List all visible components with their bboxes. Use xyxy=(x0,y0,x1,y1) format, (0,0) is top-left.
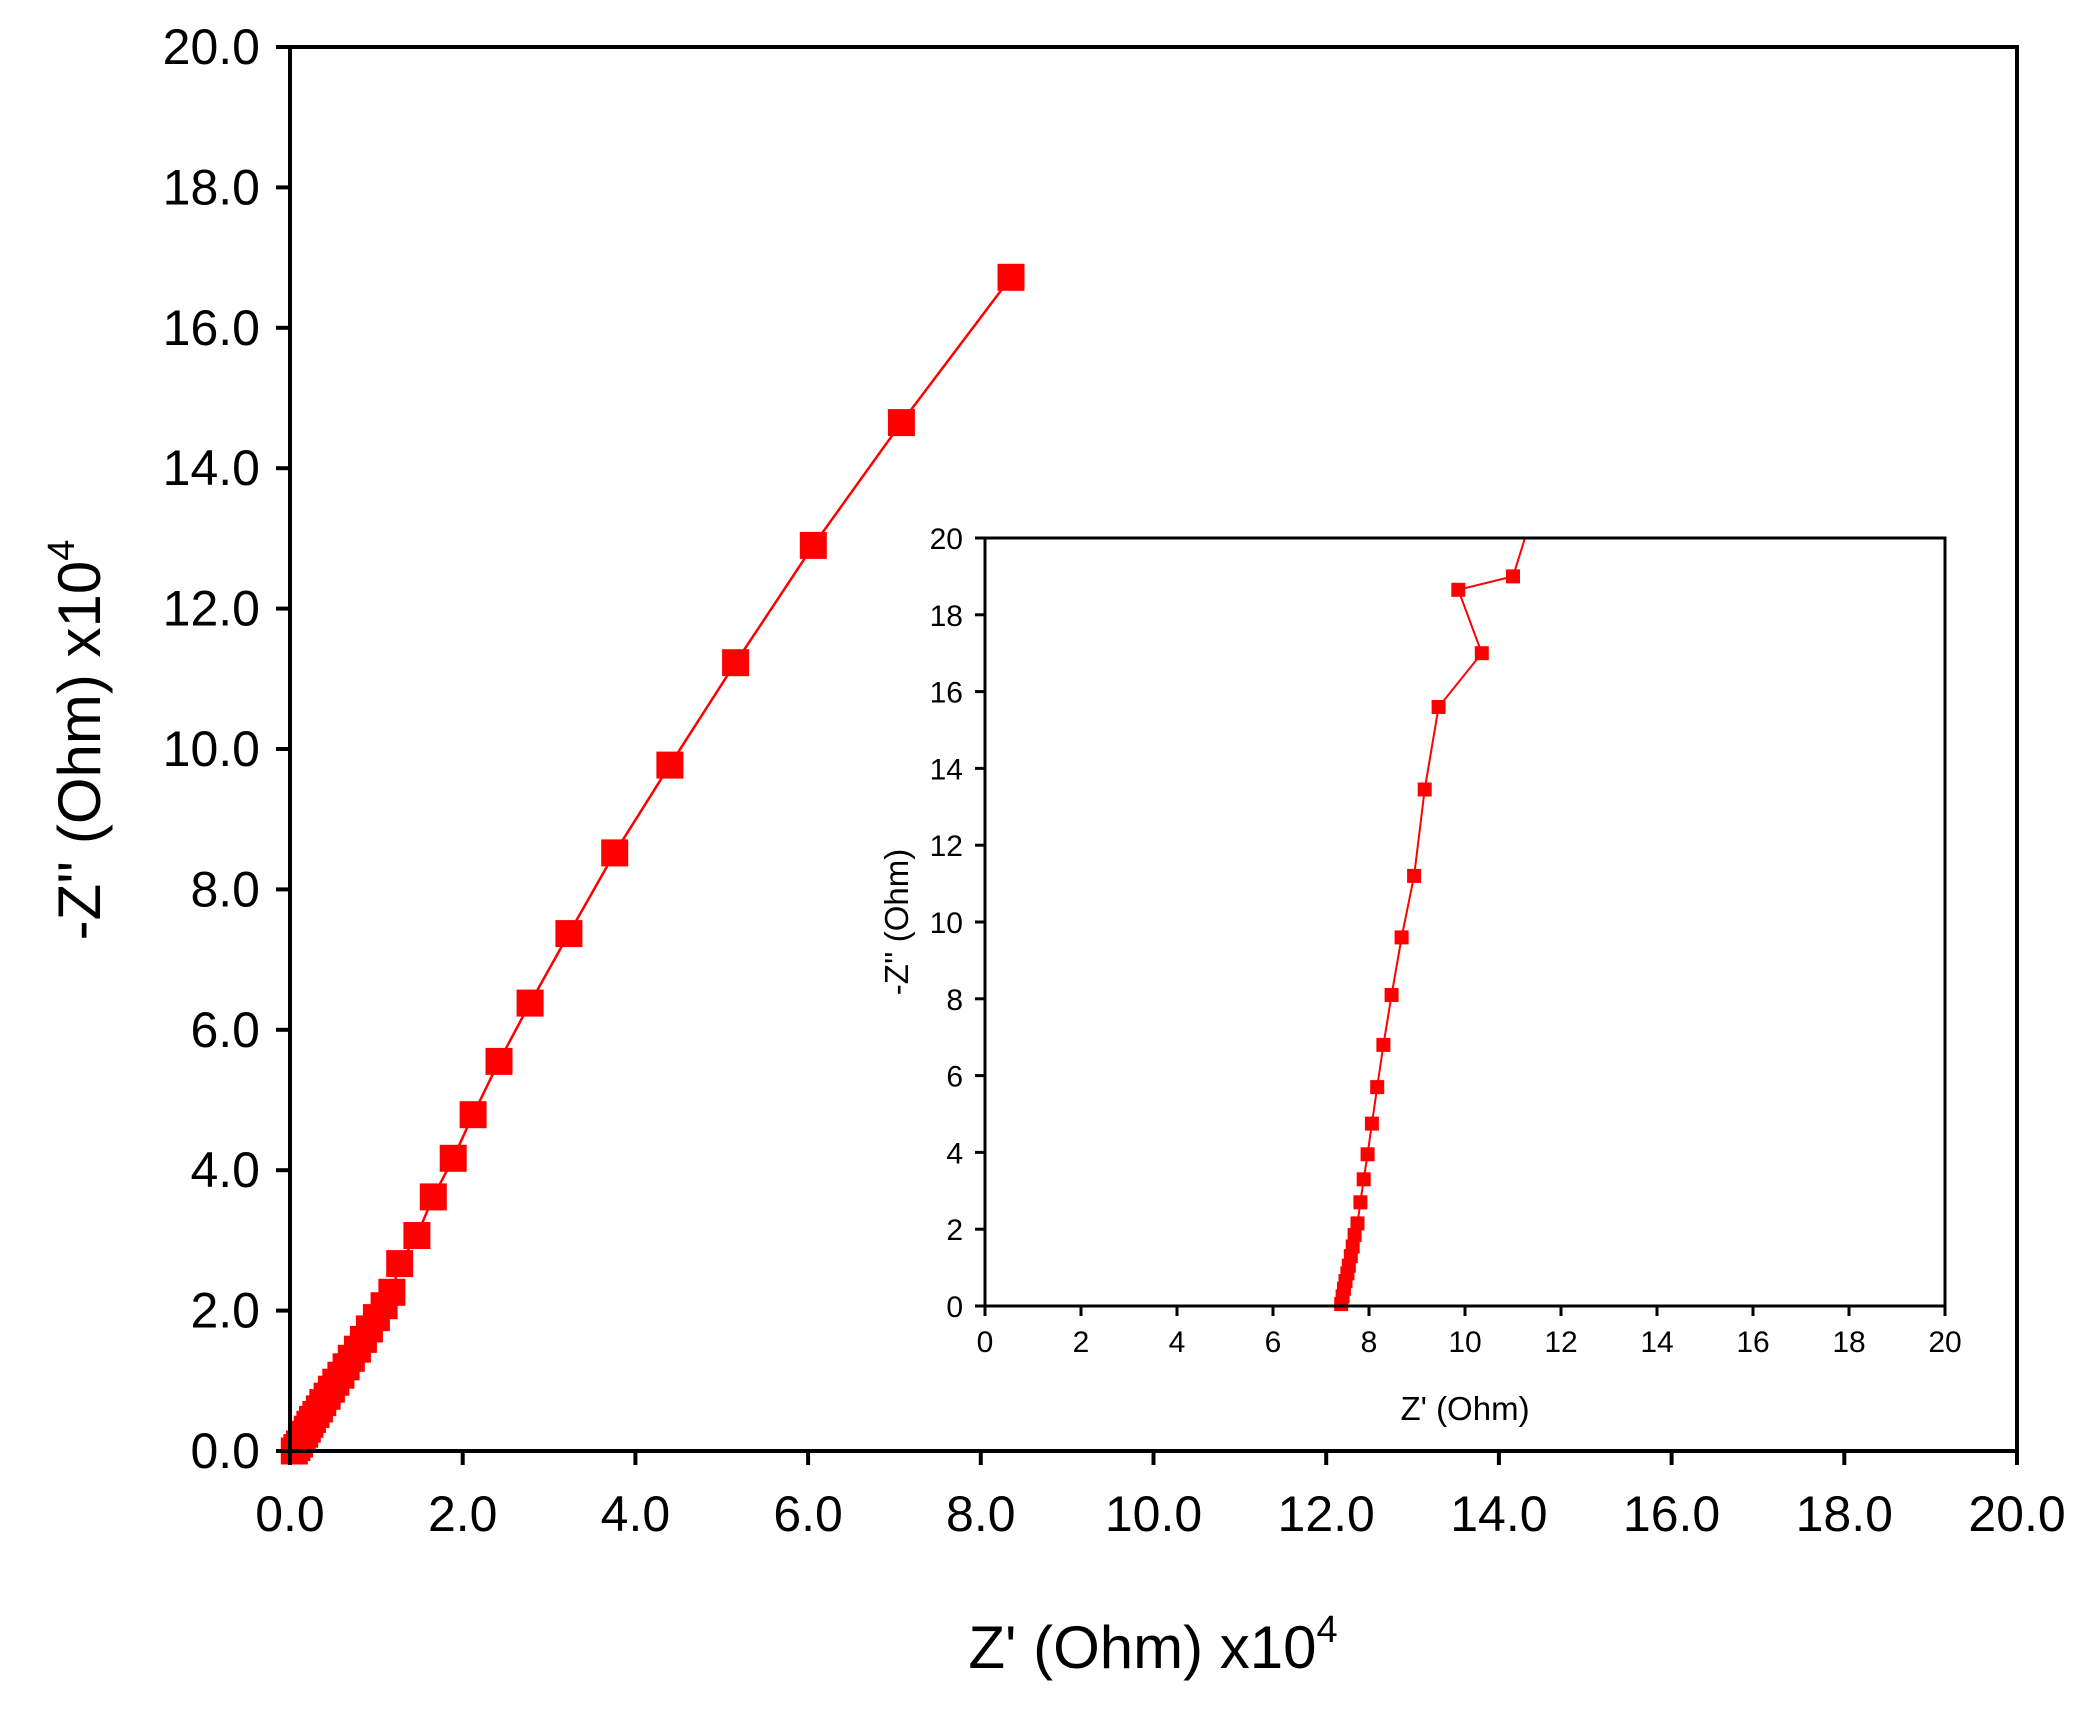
main-y-tick-label: 2.0 xyxy=(190,1283,260,1339)
inset-data-point xyxy=(1356,1172,1371,1187)
main-x-tick-label: 16.0 xyxy=(1623,1486,1720,1542)
main-x-axis: 0.0 2.0 4.0 6.0 8.0 10.0 12.0 14.0 16.0 18.0 20.0 xyxy=(255,1451,2066,1542)
main-y-tick-label: 18.0 xyxy=(163,159,260,215)
inset-x-tick-label: 4 xyxy=(1169,1326,1186,1359)
inset-x-tick-label: 2 xyxy=(1073,1326,1090,1359)
inset-plot: 0 2 4 6 8 10 12 14 16 18 20 0 2 4 6 8 10 12 14 16 18 20 Z' (… xyxy=(878,523,1962,1427)
inset-y-tick-label: 20 xyxy=(930,523,963,556)
main-data-point xyxy=(485,1047,513,1075)
inset-data-point xyxy=(1474,646,1489,661)
inset-x-tick-label: 10 xyxy=(1448,1326,1481,1359)
main-data-point xyxy=(799,531,827,559)
inset-y-tick-label: 4 xyxy=(946,1137,963,1170)
inset-y-axis-label: -Z'' (Ohm) xyxy=(878,849,915,995)
main-x-tick-label: 6.0 xyxy=(773,1486,843,1542)
inset-y-tick-label: 14 xyxy=(930,753,963,786)
inset-y-tick-label: 16 xyxy=(930,677,963,710)
main-x-tick-label: 4.0 xyxy=(601,1486,671,1542)
main-y-tick-label: 20.0 xyxy=(163,19,260,75)
main-data-point xyxy=(386,1250,414,1278)
main-data-point xyxy=(459,1101,487,1129)
inset-data-point xyxy=(1350,1216,1365,1231)
main-x-axis-label: Z' (Ohm) x104 xyxy=(968,1609,1337,1681)
inset-data-point xyxy=(1451,582,1466,597)
main-y-tick-label: 6.0 xyxy=(190,1002,260,1058)
inset-data-point xyxy=(1370,1080,1385,1095)
inset-x-tick-label: 20 xyxy=(1928,1326,1961,1359)
main-x-tick-label: 14.0 xyxy=(1450,1486,1547,1542)
main-data-point xyxy=(722,649,750,677)
main-x-tick-label: 20.0 xyxy=(1968,1486,2065,1542)
main-y-tick-label: 16.0 xyxy=(163,300,260,356)
inset-data-point xyxy=(1407,868,1422,883)
inset-y-axis: 0 2 4 6 8 10 12 14 16 18 20 xyxy=(930,523,985,1324)
inset-series xyxy=(1334,537,1526,1312)
main-y-tick-label: 10.0 xyxy=(163,721,260,777)
inset-x-axis: 0 2 4 6 8 10 12 14 16 18 20 xyxy=(977,1306,1962,1359)
inset-x-tick-label: 6 xyxy=(1265,1326,1282,1359)
inset-data-point xyxy=(1364,1116,1379,1131)
main-y-tick-label: 8.0 xyxy=(190,861,260,917)
inset-data-point xyxy=(1394,930,1409,945)
main-y-tick-label: 4.0 xyxy=(190,1142,260,1198)
inset-data-point xyxy=(1431,700,1446,714)
inset-data-point xyxy=(1360,1147,1375,1162)
main-data-point xyxy=(997,263,1025,291)
inset-data-point xyxy=(1345,1239,1360,1254)
inset-data-point xyxy=(1417,782,1432,797)
main-x-tick-label: 0.0 xyxy=(255,1486,325,1542)
main-x-tick-label: 10.0 xyxy=(1105,1486,1202,1542)
main-data-point xyxy=(887,409,915,437)
main-plot: 0.0 2.0 4.0 6.0 8.0 10.0 12.0 14.0 16.0 18.0 2 0.0 … xyxy=(41,19,2066,1681)
main-data-point xyxy=(516,989,544,1017)
inset-x-tick-label: 12 xyxy=(1544,1326,1577,1359)
main-data-point xyxy=(378,1278,406,1306)
main-data-point xyxy=(419,1183,447,1211)
inset-x-tick-label: 18 xyxy=(1832,1326,1865,1359)
main-data-point xyxy=(403,1222,431,1249)
inset-y-tick-label: 8 xyxy=(946,984,963,1017)
main-data-point xyxy=(555,920,583,948)
inset-y-tick-label: 0 xyxy=(946,1291,963,1324)
inset-data-point xyxy=(1347,1228,1362,1242)
main-y-axis: 0.0 2.0 4.0 6.0 8.0 10.0 12.0 14.0 16.0 18.0 20.0 xyxy=(163,19,290,1479)
inset-data-point xyxy=(1506,569,1520,584)
main-data-point xyxy=(439,1144,467,1172)
main-data-point xyxy=(656,751,684,779)
inset-x-tick-label: 14 xyxy=(1640,1326,1673,1359)
main-x-tick-label: 2.0 xyxy=(428,1486,498,1542)
inset-x-tick-label: 16 xyxy=(1736,1326,1769,1359)
inset-x-tick-label: 0 xyxy=(977,1326,994,1359)
inset-y-tick-label: 12 xyxy=(930,830,963,863)
main-data-point xyxy=(601,839,629,867)
inset-y-tick-label: 18 xyxy=(930,600,963,633)
main-y-axis-label: -Z'' (Ohm) x104 xyxy=(41,540,113,941)
inset-data-point xyxy=(1384,988,1399,1002)
main-y-tick-label: 12.0 xyxy=(163,581,260,637)
inset-y-tick-label: 2 xyxy=(946,1214,963,1247)
inset-data-point xyxy=(1376,1037,1391,1052)
main-series xyxy=(280,263,1025,1465)
main-y-tick-label: 14.0 xyxy=(163,440,260,496)
inset-y-tick-label: 6 xyxy=(946,1061,963,1094)
inset-x-tick-label: 8 xyxy=(1361,1326,1378,1359)
inset-background xyxy=(985,538,1945,1306)
inset-data-point xyxy=(1353,1195,1368,1210)
inset-x-axis-label: Z' (Ohm) xyxy=(1400,1390,1529,1427)
main-y-tick-label: 0.0 xyxy=(190,1423,260,1479)
main-x-tick-label: 12.0 xyxy=(1278,1486,1375,1542)
main-x-tick-label: 18.0 xyxy=(1796,1486,1893,1542)
inset-y-tick-label: 10 xyxy=(930,907,963,940)
main-x-tick-label: 8.0 xyxy=(946,1486,1016,1542)
